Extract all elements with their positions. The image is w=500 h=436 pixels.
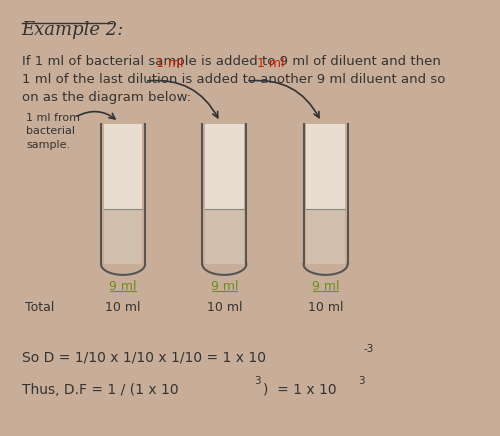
Text: 10 ml: 10 ml — [308, 301, 344, 314]
Text: Total: Total — [24, 301, 54, 314]
Text: So D = 1/10 x 1/10 x 1/10 = 1 x 10: So D = 1/10 x 1/10 x 1/10 = 1 x 10 — [22, 351, 266, 364]
Text: -3: -3 — [363, 344, 374, 354]
Text: 10 ml: 10 ml — [106, 301, 141, 314]
Text: 9 ml: 9 ml — [312, 280, 340, 293]
Text: 3: 3 — [358, 376, 365, 386]
Text: 3: 3 — [254, 376, 260, 386]
Text: 10 ml: 10 ml — [206, 301, 242, 314]
Text: 9 ml: 9 ml — [210, 280, 238, 293]
Text: Example 2:: Example 2: — [22, 21, 124, 39]
Text: Thus, D.F = 1 / (1 x 10: Thus, D.F = 1 / (1 x 10 — [22, 383, 178, 397]
Polygon shape — [306, 124, 345, 264]
Polygon shape — [306, 209, 345, 264]
Text: 1 ml from
bacterial
sample.: 1 ml from bacterial sample. — [26, 113, 80, 150]
Polygon shape — [205, 124, 244, 264]
Text: If 1 ml of bacterial sample is added to 9 ml of diluent and then
1 ml of the las: If 1 ml of bacterial sample is added to … — [22, 55, 445, 105]
Text: 1 ml: 1 ml — [156, 58, 183, 71]
Polygon shape — [205, 209, 244, 264]
Text: 1 ml: 1 ml — [257, 58, 284, 71]
Polygon shape — [104, 209, 142, 264]
Polygon shape — [104, 124, 142, 264]
Text: 9 ml: 9 ml — [110, 280, 137, 293]
Text: )  = 1 x 10: ) = 1 x 10 — [262, 383, 336, 397]
